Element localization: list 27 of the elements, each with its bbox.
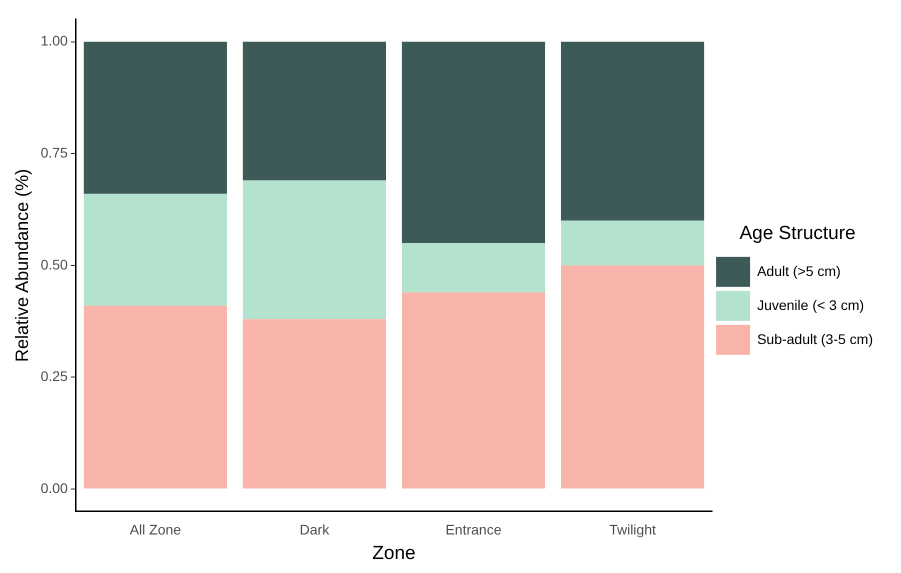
- bar: [560, 265, 704, 489]
- bar: [402, 292, 546, 489]
- x-tick-label: All Zone: [130, 522, 182, 538]
- y-tick-label: 0.50: [40, 256, 68, 272]
- legend-title: Age Structure: [739, 222, 856, 244]
- bar: [242, 180, 386, 320]
- y-tick-label: 0.75: [40, 144, 68, 160]
- x-tick-label: Twilight: [609, 522, 656, 538]
- x-tick-label: Dark: [300, 522, 330, 538]
- legend-label: Adult (>5 cm): [757, 262, 841, 279]
- bar: [402, 42, 546, 244]
- y-axis-title: Relative Abundance (%): [12, 168, 32, 362]
- y-tick-label: 1.00: [40, 32, 68, 49]
- bar: [84, 306, 227, 489]
- legend-label: Juvenile (< 3 cm): [757, 296, 864, 313]
- bar: [84, 194, 227, 306]
- x-tick-label: Entrance: [445, 522, 502, 538]
- bar: [84, 42, 227, 194]
- y-tick-label: 0.25: [40, 368, 68, 384]
- bar: [560, 42, 704, 221]
- y-tick-label: 0.00: [40, 480, 68, 496]
- bar: [242, 319, 386, 489]
- bar: [560, 220, 704, 266]
- legend-label: Sub-adult (3-5 cm): [757, 330, 874, 347]
- bar: [402, 243, 546, 292]
- x-axis-title: Zone: [372, 542, 416, 564]
- bar: [242, 42, 386, 180]
